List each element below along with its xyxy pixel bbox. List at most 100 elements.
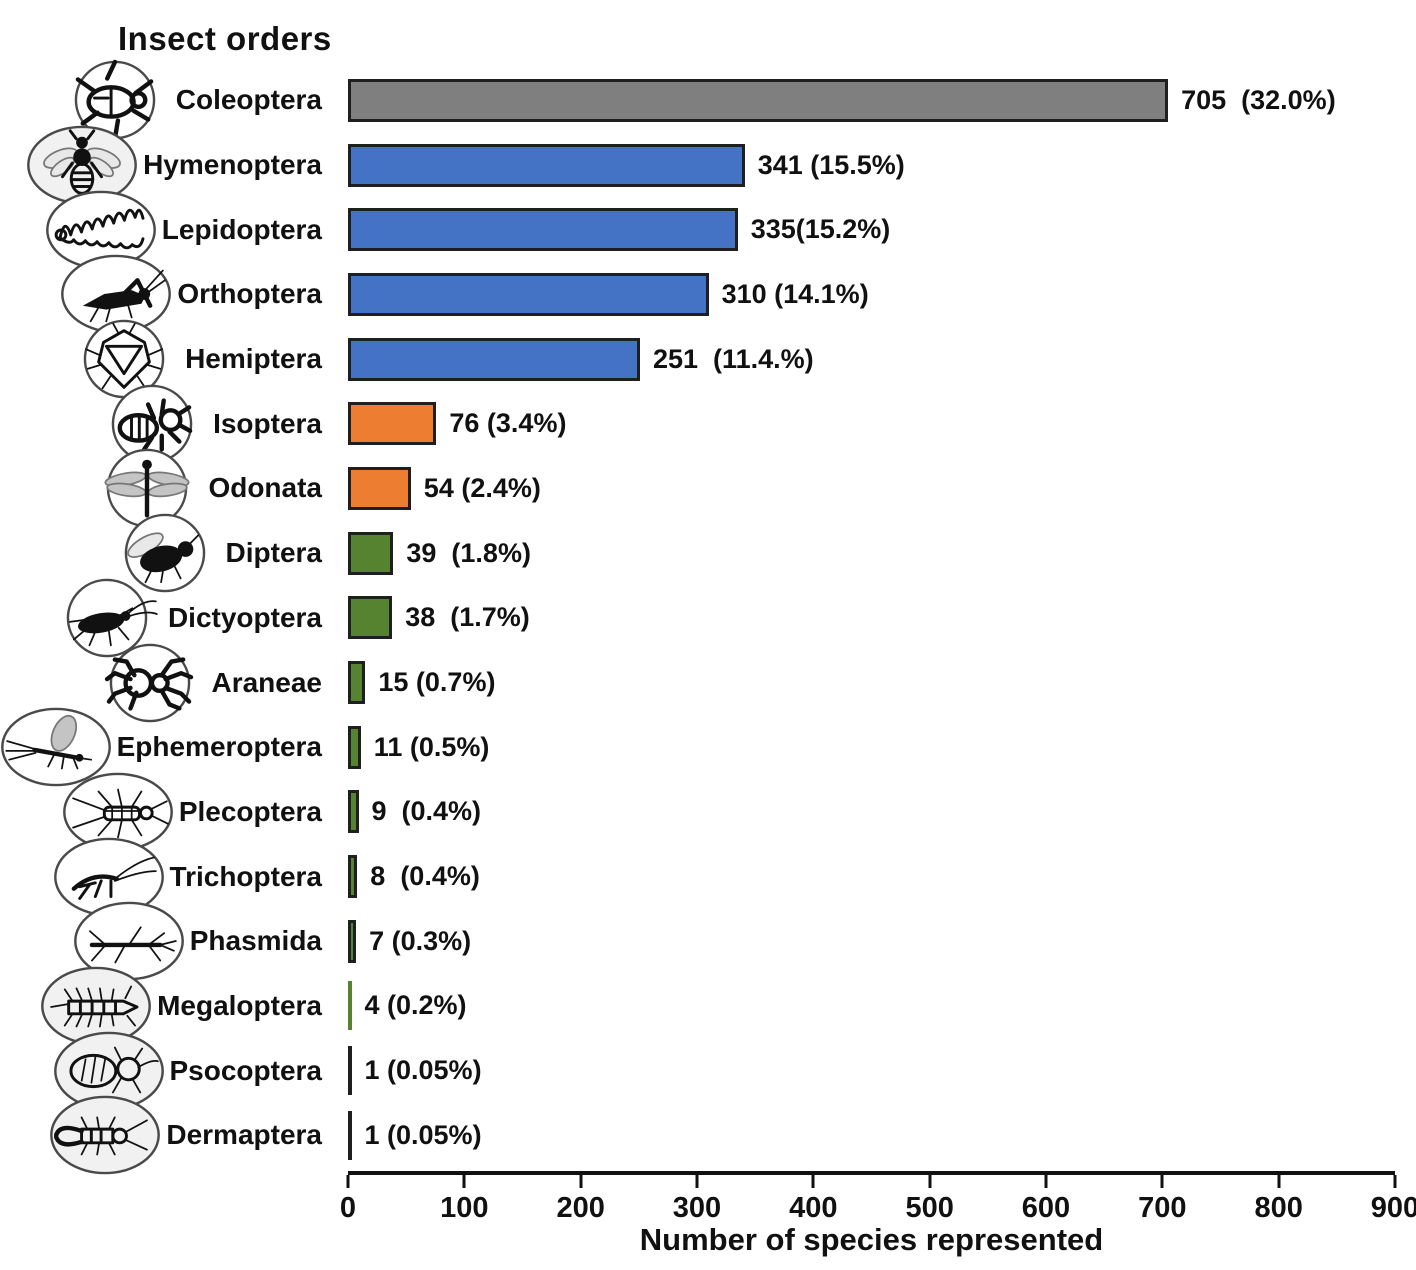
order-label: Psocoptera — [169, 1054, 323, 1086]
bar-row: Ephemeroptera 11 (0.5%) — [0, 707, 1416, 787]
bar-track: 11 (0.5%) — [348, 725, 1416, 769]
bar — [348, 596, 393, 640]
order-label: Hymenoptera — [143, 149, 322, 181]
bar-row: Dermaptera 1 (0.05%) — [0, 1096, 1416, 1175]
bar-row: Orthoptera 310 (14.1%) — [0, 255, 1416, 334]
bar — [348, 272, 709, 316]
x-axis-tick — [811, 1175, 815, 1188]
bar — [348, 143, 745, 187]
value-label: 1 (0.05%) — [364, 1055, 482, 1086]
value-label: 9 (0.4%) — [371, 796, 482, 827]
bar — [348, 466, 411, 510]
order-label: Phasmida — [189, 925, 322, 957]
value-label: 38 (1.7%) — [405, 602, 530, 633]
bar-row: Diptera 39 (1.8%) — [0, 513, 1416, 593]
bar-row: Isoptera 76 (3.4%) — [0, 384, 1416, 464]
bar-row: Coleoptera 705 (32.0%) — [0, 60, 1416, 141]
bar-track: 335(15.2%) — [348, 208, 1416, 252]
bar-track: 76 (3.4%) — [348, 402, 1416, 446]
row-left-column: Megaloptera — [0, 966, 348, 1046]
x-axis-tick-label: 0 — [339, 1192, 357, 1224]
bar — [348, 1110, 352, 1160]
row-left-column: Trichoptera — [0, 837, 348, 916]
order-label: Orthoptera — [177, 278, 322, 310]
bar-track: 9 (0.4%) — [348, 790, 1416, 834]
order-label: Trichoptera — [169, 860, 322, 892]
fly-icon — [106, 512, 224, 594]
termite-icon — [93, 383, 211, 465]
bar-track: 251 (11.4.%) — [348, 337, 1416, 381]
value-label: 1 (0.05%) — [364, 1119, 482, 1150]
value-label: 7 (0.3%) — [369, 925, 472, 956]
value-label: 4 (0.2%) — [364, 990, 467, 1021]
bar-row: Megaloptera 4 (0.2%) — [0, 966, 1416, 1046]
order-label: Plecoptera — [178, 795, 322, 827]
bar — [348, 790, 359, 834]
value-label: 335(15.2%) — [750, 214, 891, 245]
value-label: 39 (1.8%) — [406, 537, 531, 568]
row-left-column: Ephemeroptera — [0, 707, 348, 787]
order-label: Hemiptera — [185, 343, 322, 375]
beetle-icon — [56, 59, 174, 141]
x-axis-tick — [1160, 1175, 1164, 1188]
order-label: Odonata — [208, 472, 322, 504]
value-label: 8 (0.4%) — [370, 861, 480, 892]
bar-row: Trichoptera 8 (0.4%) — [0, 837, 1416, 916]
x-axis-tick-label: 700 — [1138, 1192, 1187, 1224]
bar-track: 1 (0.05%) — [348, 1046, 1416, 1096]
order-label: Coleoptera — [175, 84, 322, 116]
order-label: Ephemeroptera — [116, 731, 322, 763]
bar-track: 1 (0.05%) — [348, 1110, 1416, 1160]
row-left-column: Orthoptera — [0, 255, 348, 334]
bar — [348, 531, 394, 575]
earwig-icon — [46, 1094, 164, 1176]
chart-title: Insect orders — [118, 20, 332, 57]
bar-track: 15 (0.7%) — [348, 661, 1416, 705]
order-label: Megaloptera — [157, 989, 322, 1021]
bar — [348, 78, 1169, 122]
bar-row: Psocoptera 1 (0.05%) — [0, 1031, 1416, 1110]
bar-row: Hymenoptera 341 (15.5%) — [0, 125, 1416, 205]
x-axis-tick-label: 800 — [1254, 1192, 1303, 1224]
x-axis-tick-label: 900 — [1370, 1192, 1416, 1224]
bar-rows: Coleoptera 705 (32.0%) Hymenoptera 341 (… — [0, 60, 1416, 1175]
value-label: 341 (15.5%) — [757, 149, 905, 180]
value-label: 310 (14.1%) — [721, 278, 869, 309]
row-left-column: Phasmida — [0, 901, 348, 981]
bar-row: Lepidoptera 335(15.2%) — [0, 190, 1416, 270]
order-label: Isoptera — [213, 407, 322, 439]
x-axis-tick — [1044, 1175, 1048, 1188]
x-axis: 0 100 200 300 400 500 600 700 800 900 — [340, 1171, 1416, 1224]
barklouse-icon — [50, 1030, 168, 1112]
dragonfly-icon — [88, 447, 206, 529]
bar-track: 8 (0.4%) — [348, 855, 1416, 899]
bar — [348, 337, 640, 381]
bar-track: 310 (14.1%) — [348, 272, 1416, 316]
x-axis-tick-label: 200 — [556, 1192, 605, 1224]
row-left-column: Araneae — [0, 643, 348, 722]
caterpillar-icon — [42, 189, 160, 271]
value-label: 76 (3.4%) — [449, 408, 567, 439]
row-left-column: Isoptera — [0, 384, 348, 464]
x-axis-tick-label: 100 — [440, 1192, 489, 1224]
row-left-column: Odonata — [0, 449, 348, 528]
bar-row: Araneae 15 (0.7%) — [0, 643, 1416, 722]
bar-track: 38 (1.7%) — [348, 596, 1416, 640]
x-axis-tick-label: 500 — [905, 1192, 954, 1224]
bar — [348, 919, 357, 963]
value-label: 705 (32.0%) — [1181, 84, 1336, 115]
bar — [348, 981, 352, 1031]
row-left-column: Dermaptera — [0, 1096, 348, 1175]
order-label: Dermaptera — [166, 1119, 322, 1151]
value-label: 11 (0.5%) — [373, 731, 490, 762]
bar — [348, 402, 437, 446]
bar — [348, 1046, 352, 1096]
hellgrammite-icon — [37, 965, 155, 1047]
x-axis-title: Number of species represented — [639, 1222, 1104, 1257]
row-left-column: Lepidoptera — [0, 190, 348, 270]
caddisfly-icon — [50, 836, 168, 918]
bar — [348, 208, 738, 252]
value-label: 54 (2.4%) — [423, 472, 541, 503]
order-label: Araneae — [211, 666, 322, 698]
